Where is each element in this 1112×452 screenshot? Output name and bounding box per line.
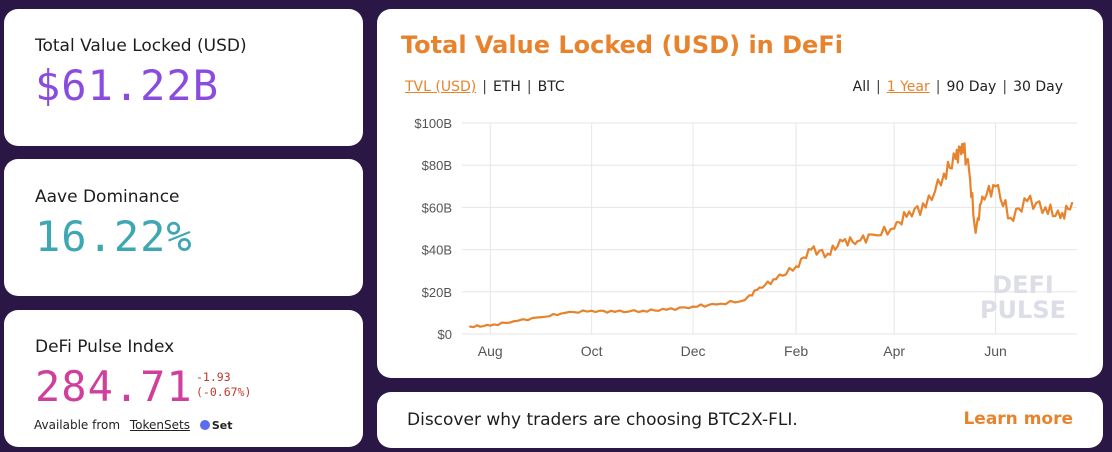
tab-all[interactable]: All — [852, 79, 870, 95]
tvl-value: $61.22B — [35, 61, 220, 110]
tab-separator: | — [482, 79, 487, 95]
data-point — [1059, 216, 1062, 220]
defi-pulse-watermark: DEFI — [992, 271, 1054, 299]
data-point — [1025, 199, 1029, 203]
promo-banner: Discover why traders are choosing BTC2X-… — [377, 392, 1103, 448]
data-point — [974, 231, 977, 234]
x-tick-label: Jun — [984, 343, 1007, 359]
y-tick-label: $60B — [422, 200, 452, 215]
y-tick-label: $0 — [438, 327, 452, 342]
x-tick-label: Dec — [681, 343, 706, 359]
aave-dominance-value: 16.22% — [35, 212, 193, 261]
data-point — [665, 308, 668, 311]
data-point — [892, 227, 896, 230]
data-point — [809, 248, 813, 251]
dpi-change-abs: -1.93 — [196, 370, 231, 384]
tab-separator: | — [1002, 79, 1008, 95]
aave-dominance-label: Aave Dominance — [35, 187, 180, 207]
data-point — [794, 265, 798, 268]
set-logo[interactable]: Set — [199, 419, 233, 432]
y-tick-label: $80B — [422, 158, 452, 173]
data-point — [856, 239, 859, 243]
data-point — [873, 233, 876, 237]
data-point — [1009, 216, 1012, 220]
range-tabs: All | 1 Year | 90 Day | 30 Day — [853, 79, 1063, 95]
dpi-value: 284.71 — [35, 362, 193, 411]
data-point — [942, 172, 946, 175]
tab-1-year[interactable]: 1 Year — [886, 79, 930, 95]
learn-more-link[interactable]: Learn more — [963, 409, 1073, 429]
y-tick-label: $20B — [422, 285, 452, 300]
data-point — [1070, 201, 1074, 205]
dpi-availability: Available from TokenSets Set — [34, 418, 232, 432]
data-point — [967, 168, 971, 171]
tvl-card: Total Value Locked (USD) $61.22B — [4, 9, 363, 146]
tvl-label: Total Value Locked (USD) — [35, 36, 247, 56]
data-point — [540, 315, 543, 319]
dpi-change-pct: (-0.67%) — [196, 385, 252, 399]
tvl-line-chart: $0 $20B $40B $60B $80B $100B Aug Oct Dec Feb Apr Ju… — [414, 116, 1077, 359]
x-tick-label: Feb — [784, 343, 808, 359]
data-point — [994, 185, 997, 188]
y-tick-label: $40B — [422, 243, 452, 258]
dpi-label: DeFi Pulse Index — [35, 337, 175, 357]
set-logo-text: Set — [211, 419, 233, 432]
data-point — [489, 324, 492, 327]
tab-separator: | — [876, 79, 881, 95]
data-point — [774, 277, 778, 281]
data-point — [1044, 206, 1047, 209]
dpi-change: -1.93 (-0.67%) — [196, 370, 251, 400]
promo-text: Discover why traders are choosing BTC2X-… — [407, 410, 798, 430]
tab-eth[interactable]: ETH — [492, 79, 521, 95]
tab-btc[interactable]: BTC — [537, 79, 565, 95]
defi-pulse-watermark: PULSE — [980, 296, 1066, 324]
data-point — [924, 206, 927, 209]
data-point — [826, 252, 829, 256]
available-from-text: Available from — [34, 418, 121, 432]
data-point — [469, 325, 472, 328]
data-point — [981, 195, 984, 199]
data-point — [743, 299, 746, 302]
chart-title: Total Value Locked (USD) in DeFi — [401, 31, 843, 59]
data-point — [691, 305, 695, 308]
defi-pulse-index-card: DeFi Pulse Index 284.71 -1.93 (-0.67%) A… — [4, 310, 363, 447]
tab-tvl-usd[interactable]: TVL (USD) — [405, 79, 477, 95]
x-tick-label: Oct — [581, 343, 603, 359]
metric-tabs: TVL (USD) | ETH | BTC — [405, 79, 565, 95]
data-point — [613, 310, 617, 314]
aave-dominance-card: Aave Dominance 16.22% — [4, 159, 363, 296]
tvl-chart-card: Total Value Locked (USD) in DeFi TVL (US… — [377, 9, 1103, 378]
data-point — [954, 157, 957, 161]
data-point — [715, 303, 718, 306]
data-point — [961, 142, 964, 146]
x-tick-label: Aug — [478, 343, 503, 359]
data-point — [590, 309, 593, 312]
set-logo-icon — [199, 420, 210, 430]
data-point — [563, 311, 567, 315]
x-tick-label: Apr — [883, 343, 905, 359]
tab-30-day[interactable]: 30 Day — [1013, 79, 1063, 95]
data-point — [907, 210, 911, 213]
tokensets-link[interactable]: TokenSets — [129, 418, 190, 432]
tab-separator: | — [526, 79, 532, 95]
data-point — [841, 239, 844, 243]
tab-90-day[interactable]: 90 Day — [946, 79, 997, 95]
data-point — [641, 309, 645, 312]
data-point — [512, 320, 515, 323]
data-point — [758, 286, 761, 289]
tab-separator: | — [935, 79, 941, 95]
y-tick-label: $100B — [414, 116, 452, 131]
